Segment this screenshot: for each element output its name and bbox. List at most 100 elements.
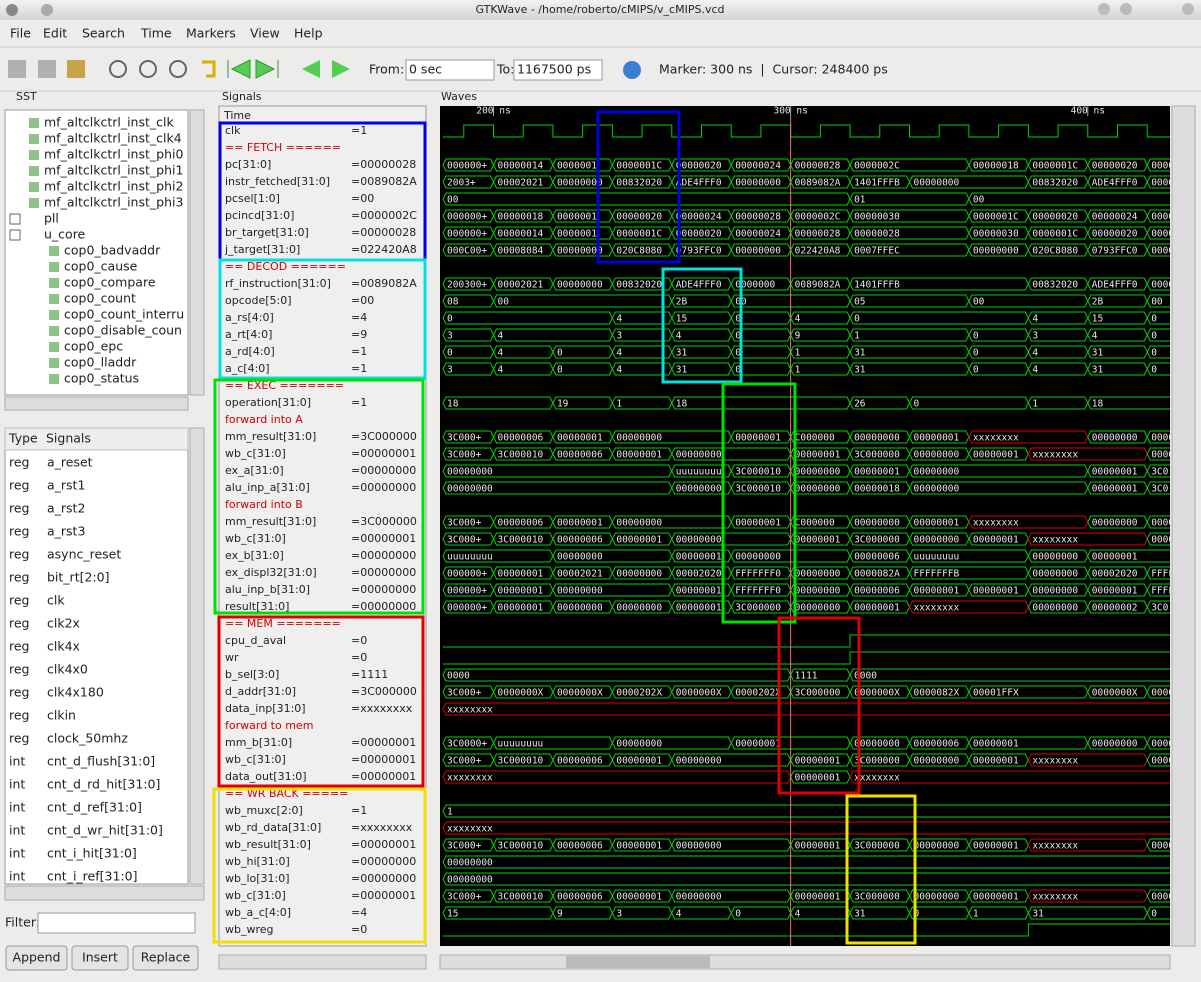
button-label[interactable]: Replace [141,950,191,965]
reload[interactable] [623,61,641,79]
signal-name[interactable]: mm_b[31:0] [225,736,292,749]
signal-name[interactable]: pc[31:0] [225,158,271,171]
from-input[interactable] [405,59,495,81]
copy[interactable] [38,60,56,78]
signal-name[interactable]: j_target[31:0] [224,243,300,256]
h-scrollbar[interactable] [4,885,205,901]
signal-type[interactable]: reg [9,616,30,631]
menu-item[interactable]: Edit [43,26,67,41]
signal-name[interactable]: d_addr[31:0] [225,685,296,698]
signal-name[interactable]: ex_b[31:0] [225,549,284,562]
tree-item[interactable]: mf_altclkctrl_inst_phi2 [44,179,183,194]
signal-name[interactable]: cnt_d_flush[31:0] [47,754,155,769]
v-scrollbar[interactable] [189,109,205,396]
signal-type[interactable]: reg [9,639,30,654]
signal-type[interactable]: reg [9,478,30,493]
signal-name[interactable]: a_rst3 [47,524,85,539]
tree-item[interactable]: mf_altclkctrl_inst_phi3 [44,195,183,210]
signal-name[interactable]: mm_result[31:0] [225,430,316,443]
signal-name[interactable]: ex_a[31:0] [225,464,284,477]
signal-name[interactable]: data_out[31:0] [225,770,307,783]
signal-type[interactable]: reg [9,731,30,746]
signal-name[interactable]: a_rst1 [47,478,85,493]
signal-name[interactable]: a_reset [47,455,93,470]
zoom-in[interactable] [139,60,157,78]
undo[interactable] [202,60,216,78]
menu-item[interactable]: File [10,26,31,41]
group-label[interactable]: == MEM ======= [225,617,341,630]
tree-item[interactable]: cop0_cause [64,259,138,274]
signal-name[interactable]: cnt_d_rd_hit[31:0] [47,777,160,792]
signal-type[interactable]: reg [9,570,30,585]
close[interactable] [1182,3,1194,15]
filter-input[interactable] [37,912,196,934]
signal-name[interactable]: bit_rt[2:0] [47,570,109,585]
h-scrollbar[interactable] [4,396,189,411]
button[interactable] [71,945,129,971]
zoom-fit[interactable] [109,60,127,78]
signal-name[interactable]: clk4x180 [47,685,104,700]
signal-name[interactable]: operation[31:0] [225,396,311,409]
signal-type[interactable]: reg [9,501,30,516]
signal-type[interactable]: reg [9,708,30,723]
paste[interactable] [67,60,85,78]
signal-name[interactable]: b_sel[3:0] [225,668,279,681]
tree-item[interactable]: cop0_compare [64,275,156,290]
signal-type[interactable]: int [9,800,25,815]
signal-name[interactable]: opcode[5:0] [225,294,292,307]
signal-name[interactable]: cnt_i_hit[31:0] [47,846,137,861]
signal-name[interactable]: a_rt[4:0] [225,328,272,341]
signal-type[interactable]: reg [9,547,30,562]
scroll-thumb[interactable] [566,956,710,968]
signal-name[interactable]: pcincd[31:0] [225,209,294,222]
signal-type[interactable]: reg [9,685,30,700]
button[interactable] [5,945,68,971]
tree-item[interactable]: cop0_count [64,291,136,306]
signal-name[interactable]: wb_a_c[4:0] [225,906,291,919]
h-scrollbar[interactable] [439,954,1171,970]
signal-name[interactable]: wb_c[31:0] [225,753,286,766]
signal-name[interactable]: cnt_i_ref[31:0] [47,869,137,884]
group-label[interactable]: forward into A [225,413,303,426]
signal-name[interactable]: cpu_d_aval [225,634,286,647]
v-scrollbar[interactable] [189,427,205,885]
tree-item[interactable]: cop0_lladdr [64,355,137,370]
menu-item[interactable]: View [250,26,280,41]
signal-name[interactable]: a_c[4:0] [225,362,270,375]
maximize[interactable] [1120,3,1132,15]
cut[interactable] [8,60,26,78]
group-label[interactable]: == EXEC ======= [225,379,344,392]
go-end[interactable] [255,59,279,79]
group-label[interactable]: == DECOD ====== [225,260,346,273]
signal-name[interactable]: async_reset [47,547,121,562]
signal-name[interactable]: a_rs[4:0] [225,311,274,324]
tree-item[interactable]: cop0_disable_coun [64,323,182,338]
signal-name[interactable]: wb_wreg [225,923,274,936]
signal-name[interactable]: instr_fetched[31:0] [225,175,330,188]
button-label[interactable]: Insert [82,950,118,965]
signal-type[interactable]: int [9,846,25,861]
signal-name[interactable]: wb_c[31:0] [225,532,286,545]
signal-name[interactable]: clock_50mhz [47,731,128,746]
button[interactable] [132,945,199,971]
signal-name[interactable]: clk4x [47,639,80,654]
signal-name[interactable]: cnt_d_wr_hit[31:0] [47,823,163,838]
signal-name[interactable]: br_target[31:0] [225,226,309,239]
tree-item[interactable]: mf_altclkctrl_inst_phi0 [44,147,183,162]
signal-type[interactable]: reg [9,662,30,677]
go-start[interactable] [227,59,251,79]
group-label[interactable]: forward to mem [225,719,313,732]
tree-item[interactable]: mf_altclkctrl_inst_phi1 [44,163,183,178]
signal-name[interactable]: wb_c[31:0] [225,889,286,902]
signal-name[interactable]: a_rst2 [47,501,85,516]
tree-item[interactable]: cop0_epc [64,339,123,354]
tree-node[interactable]: u_core [44,227,86,242]
signal-name[interactable]: wb_result[31:0] [225,838,311,851]
signal-name[interactable]: wb_muxc[2:0] [225,804,303,817]
signal-name[interactable]: clk4x0 [47,662,88,677]
menu-item[interactable]: Markers [186,26,236,41]
signal-name[interactable]: rf_instruction[31:0] [225,277,331,290]
tree-item[interactable]: cop0_status [64,371,139,386]
signal-name[interactable]: mm_result[31:0] [225,515,316,528]
signal-name[interactable]: result[31:0] [225,600,289,613]
